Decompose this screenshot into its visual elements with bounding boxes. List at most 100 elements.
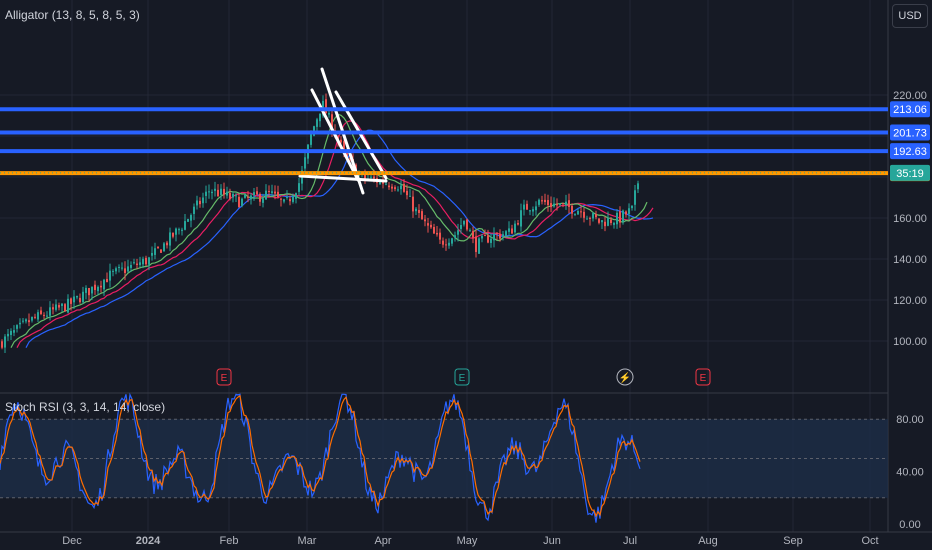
candle-body [310,134,312,145]
candle-body [223,188,225,195]
candle-body [100,285,102,288]
level-price-label: 213.06 [893,104,927,116]
candle-body [196,200,198,206]
candle-body [70,298,72,304]
candle-body [277,191,279,198]
candle-body [61,303,63,306]
candle-body [595,213,597,218]
candle-body [244,194,246,198]
candle-body [556,203,558,206]
candle-body [229,192,231,199]
candle-body [217,189,219,197]
candle-body [76,295,78,298]
candle-body [451,238,453,244]
time-tick-label: Dec [62,535,82,547]
alligator-title[interactable]: Alligator (13, 8, 5, 8, 5, 3) [5,8,140,22]
candle-body [547,200,549,205]
candle-body [604,221,606,227]
candle-body [631,205,633,209]
candle-body [325,99,327,114]
currency-button[interactable]: USD [892,4,928,28]
candle-body [370,176,372,178]
candle-body [121,267,123,269]
candle-body [517,223,519,225]
candle-body [460,225,462,229]
candle-body [427,223,429,226]
candle-body [31,316,33,321]
candle-body [286,196,288,198]
candle-body [127,266,129,272]
candle-body [136,263,138,265]
time-tick-label: Jun [543,535,561,547]
candle-body [331,114,333,132]
event-markers[interactable]: E E ⚡ E [216,368,711,386]
time-axis[interactable]: Dec 2024 Feb Mar Apr May Jun Jul Aug Sep Oct [62,535,878,547]
candle-body [49,307,51,316]
candle-body [400,185,402,190]
earnings-icon[interactable]: E [454,368,470,386]
candle-body [475,236,477,252]
alligator-teeth-line [16,120,654,348]
candle-body [454,235,456,238]
candle-body [406,190,408,196]
dividend-icon[interactable]: ⚡ [616,368,634,386]
candle-body [295,193,297,199]
candle-body [472,231,474,238]
candle-body [268,191,270,193]
candle-body [601,220,603,223]
candle-body [262,198,264,203]
candle-body [457,230,459,235]
candle-body [532,209,534,212]
candle-body [241,198,243,206]
earnings-icon[interactable]: E [216,368,232,386]
time-tick-label: May [457,535,478,547]
candle-body [139,262,141,265]
trend-line-drawing [334,90,388,180]
time-tick-label: Aug [698,535,718,547]
candle-body [409,195,411,197]
stoch-rsi-lines [0,392,641,523]
candle-body [559,203,561,205]
candle-body [133,262,135,264]
candle-body [514,223,516,233]
candle-body [91,286,93,294]
candle-body [40,310,42,314]
candle-body [529,210,531,212]
candle-body [448,242,450,246]
candle-body [316,119,318,127]
candle-body [385,183,387,185]
event-marker-frame [216,368,232,386]
price-axis[interactable]: 220.00 160.00 140.00 120.00 100.00 80.00 40.00… [893,90,927,531]
candle-body [52,307,54,310]
candle-body [622,210,624,222]
candle-body [343,141,345,151]
candle-body [520,210,522,227]
candle-body [583,211,585,218]
candle-body [493,234,495,241]
candle-body [160,249,162,253]
candle-body [109,270,111,281]
candle-body [391,186,393,189]
candle-body [397,189,399,191]
alligator-jaw-line [25,129,654,348]
candle-body [304,157,306,169]
candle-body [412,196,414,212]
candle-body [619,211,621,223]
stoch-k-line [0,392,641,523]
stoch-rsi-title[interactable]: Stoch RSI (3, 3, 14, 14, close) [5,400,166,414]
candle-body [58,305,60,308]
event-marker-label: E [700,373,707,384]
candle-body [571,205,573,214]
candle-body [430,224,432,228]
earnings-icon[interactable]: E [695,368,711,386]
candle-body [298,183,300,192]
candle-body [46,315,48,317]
candle-body [358,174,360,176]
candle-body [415,208,417,212]
candle-body [253,192,255,196]
candle-body [130,265,132,268]
trend-line-drawing [298,174,388,183]
candle-body [544,199,546,202]
time-tick-label: 2024 [136,535,161,547]
